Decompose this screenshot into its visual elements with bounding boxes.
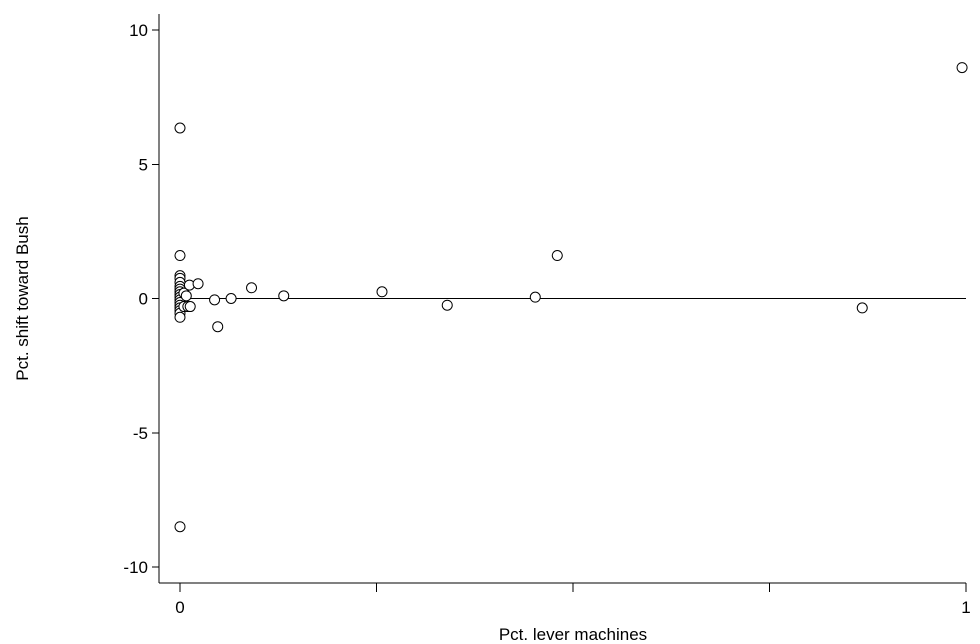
axes: 10 5 0 -5 -10 0 1 xyxy=(123,14,971,617)
y-tick-label: 10 xyxy=(129,21,148,40)
data-point xyxy=(192,278,204,290)
data-point xyxy=(180,290,192,302)
data-point xyxy=(278,290,290,302)
x-tick-label: 0 xyxy=(175,598,184,617)
y-axis-title: Pct. shift toward Bush xyxy=(13,216,32,380)
data-point xyxy=(174,521,186,533)
data-point xyxy=(225,293,237,304)
data-point xyxy=(956,62,968,74)
data-point xyxy=(856,302,868,314)
data-points xyxy=(174,62,968,533)
y-tick-label: -5 xyxy=(133,424,148,443)
data-point xyxy=(174,250,186,262)
data-point xyxy=(209,294,221,306)
data-point xyxy=(551,250,563,262)
data-point xyxy=(376,286,388,298)
data-point xyxy=(184,301,196,313)
y-tick-label: 0 xyxy=(139,290,148,309)
x-tick-label: 1 xyxy=(961,598,970,617)
data-point xyxy=(529,291,541,303)
x-axis-title: Pct. lever machines xyxy=(499,625,647,644)
y-tick-label: 5 xyxy=(139,155,148,174)
data-point xyxy=(212,321,224,333)
y-tick-label: -10 xyxy=(123,558,148,577)
data-point xyxy=(174,311,186,323)
data-point xyxy=(441,299,453,311)
data-point xyxy=(174,122,186,134)
data-point xyxy=(246,282,258,294)
